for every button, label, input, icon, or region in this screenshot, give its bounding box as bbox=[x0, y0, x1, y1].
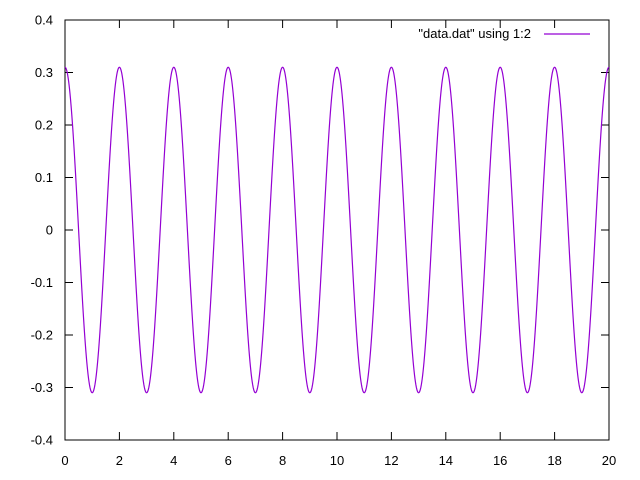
plot-frame bbox=[64, 19, 610, 441]
x-tick-label: 4 bbox=[170, 453, 177, 468]
y-tick-label: 0 bbox=[46, 223, 53, 238]
y-axis: 0.4 0.3 0.2 0.1 0 -0.1 -0.2 -0.3 -0.4 bbox=[31, 13, 609, 448]
y-tick-label: 0.4 bbox=[35, 13, 53, 28]
x-tick-label: 6 bbox=[225, 453, 232, 468]
series-line bbox=[64, 66, 610, 394]
x-tick-label: 16 bbox=[493, 453, 507, 468]
x-tick-label: 12 bbox=[384, 453, 398, 468]
x-tick-label: 20 bbox=[602, 453, 616, 468]
x-tick-label: 18 bbox=[547, 453, 561, 468]
y-tick-label: 0.3 bbox=[35, 65, 53, 80]
y-tick-label: -0.2 bbox=[31, 328, 53, 343]
legend: "data.dat" using 1:2 bbox=[418, 26, 590, 41]
y-tick-label: 0.2 bbox=[35, 118, 53, 133]
x-tick-label: 0 bbox=[61, 453, 68, 468]
x-axis: 0 2 4 6 8 10 12 14 16 18 20 bbox=[61, 20, 616, 468]
y-tick-label: 0.1 bbox=[35, 170, 53, 185]
x-tick-label: 2 bbox=[116, 453, 123, 468]
y-tick-label: -0.4 bbox=[31, 433, 53, 448]
legend-label: "data.dat" using 1:2 bbox=[418, 26, 531, 41]
x-tick-label: 8 bbox=[279, 453, 286, 468]
y-tick-label: -0.3 bbox=[31, 380, 53, 395]
y-tick-label: -0.1 bbox=[31, 275, 53, 290]
x-tick-label: 14 bbox=[439, 453, 453, 468]
x-tick-label: 10 bbox=[330, 453, 344, 468]
